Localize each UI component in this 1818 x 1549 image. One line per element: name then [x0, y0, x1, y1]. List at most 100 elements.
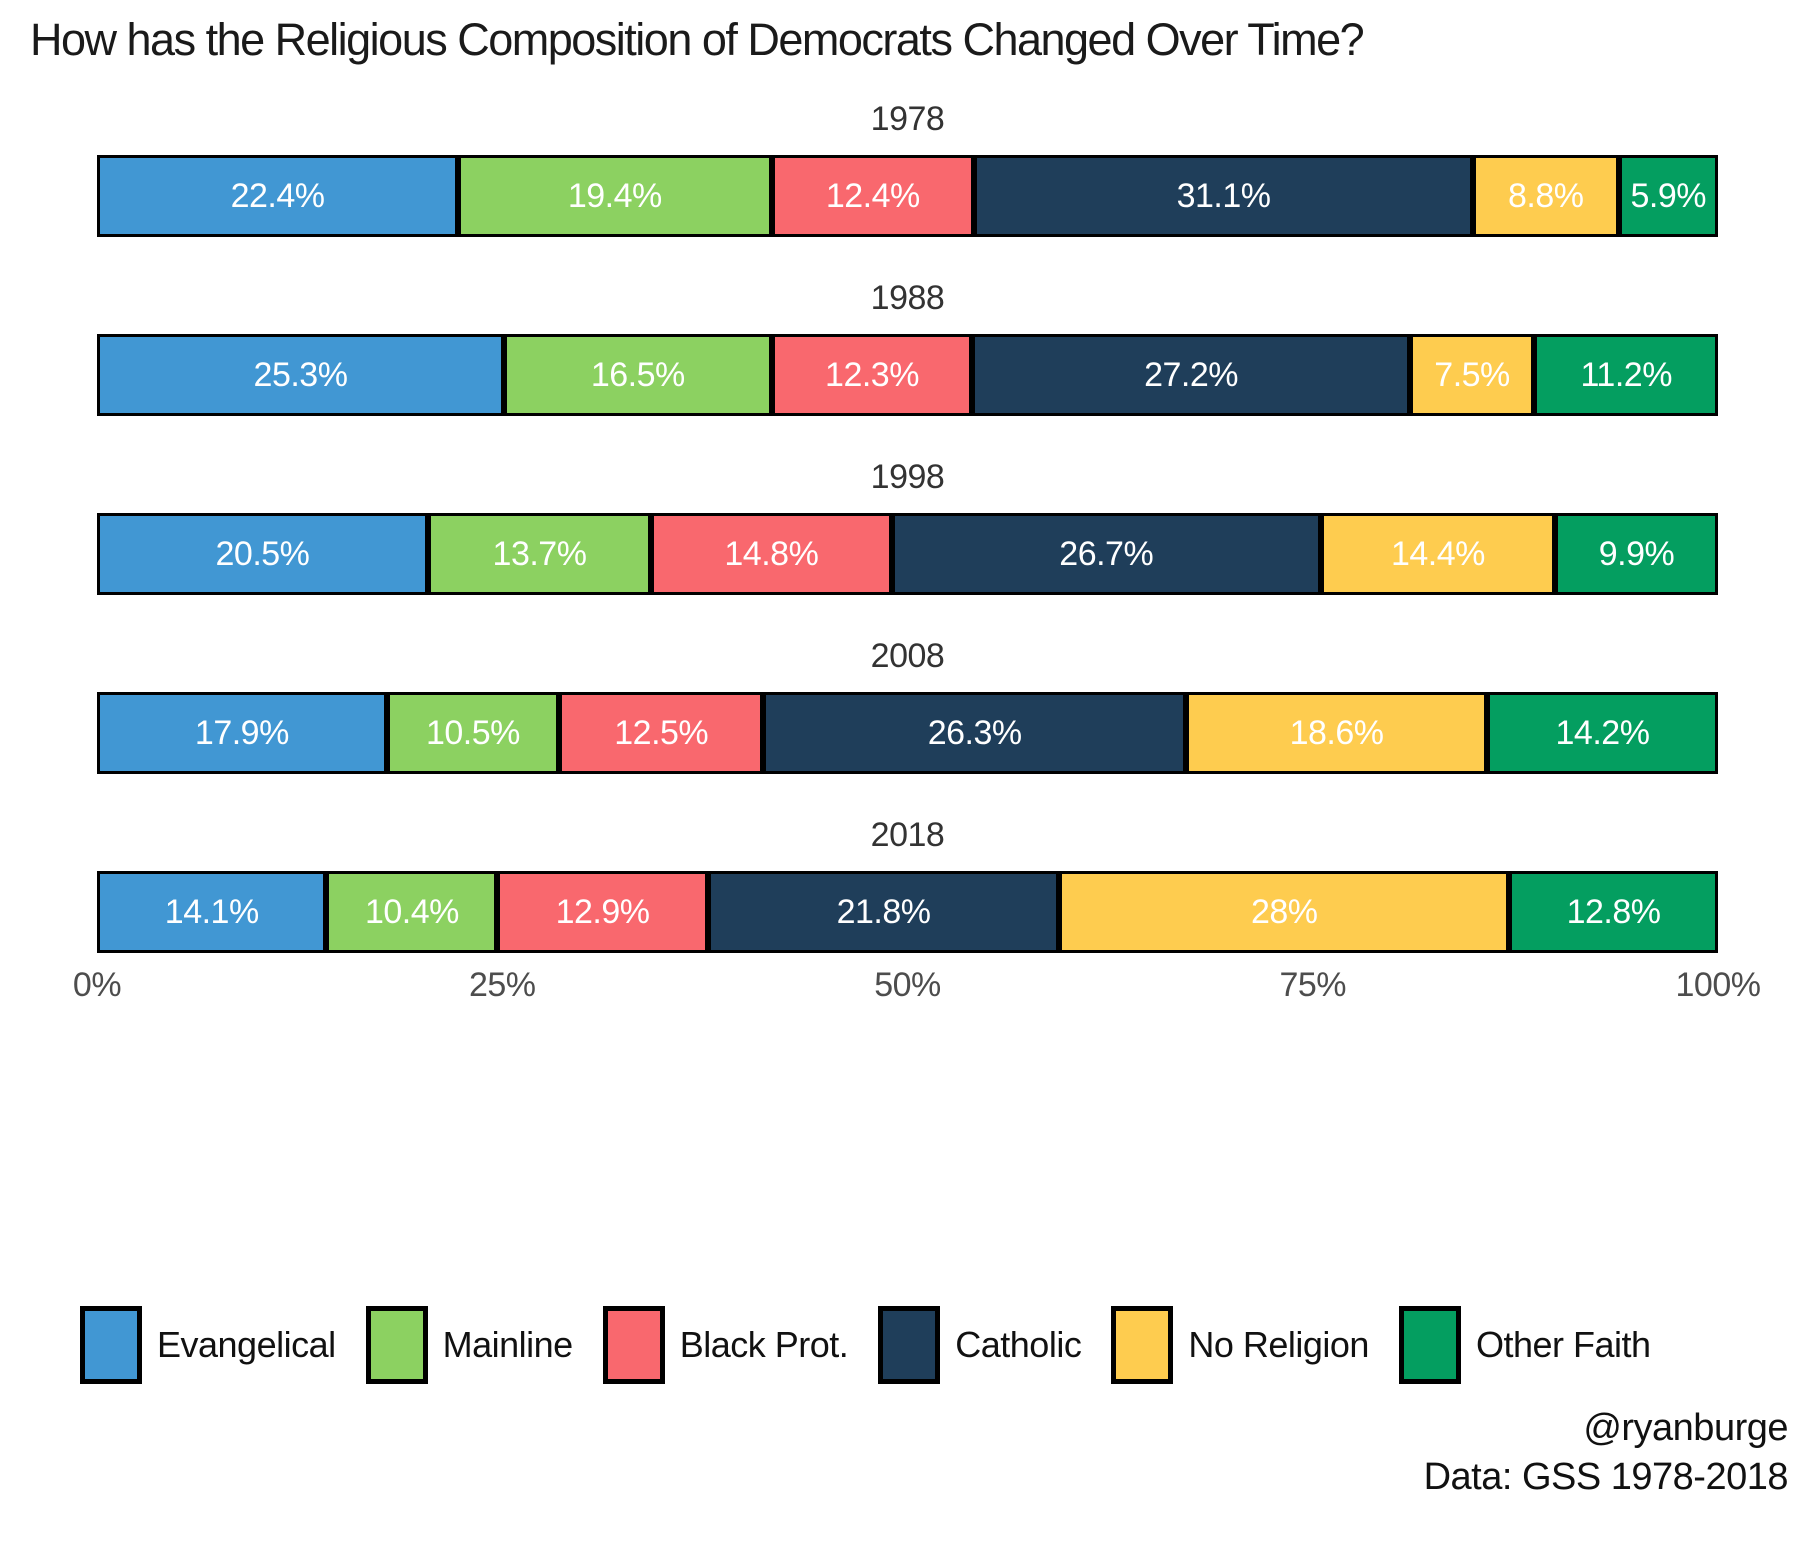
- attribution-source: Data: GSS 1978-2018: [1423, 1455, 1789, 1498]
- bar-segment: 13.7%: [430, 516, 655, 592]
- bar-segment-label: 8.8%: [1508, 176, 1584, 215]
- legend-label: Evangelical: [157, 1324, 336, 1365]
- bar-segment-label: 27.2%: [1144, 355, 1238, 394]
- legend-label: No Religion: [1188, 1324, 1369, 1365]
- bar-segment: 21.8%: [710, 874, 1063, 950]
- bar-segment-label: 19.4%: [567, 176, 662, 215]
- bar-segment: 28%: [1062, 874, 1513, 950]
- bar-segment: 9.9%: [1558, 516, 1715, 592]
- bar-group: 2018 14.1% 10.4% 12.9% 21.8% 28% 12.8%: [97, 816, 1718, 953]
- bar-segment-label: 10.5%: [425, 713, 520, 752]
- legend-swatch: [365, 1306, 428, 1384]
- legend-label: Other Faith: [1475, 1324, 1651, 1365]
- stacked-bar-chart: 1978 22.4% 19.4% 12.4% 31.1% 8.8% 5.9% 1988 25.3…: [97, 100, 1718, 995]
- legend-label: Black Prot.: [679, 1324, 849, 1365]
- bar-segment: 22.4%: [100, 158, 462, 234]
- bar-group: 2008 17.9% 10.5% 12.5% 26.3% 18.6% 14.2%: [97, 637, 1718, 774]
- bar-segment: 12.8%: [1512, 874, 1715, 950]
- year-label: 1988: [870, 279, 945, 317]
- bar-segment: 14.4%: [1323, 516, 1559, 592]
- legend-swatch: [602, 1306, 665, 1384]
- bar-segment-label: 17.9%: [194, 713, 289, 752]
- legend-item: Mainline: [365, 1306, 574, 1384]
- legend: Evangelical Mainline Black Prot. Catholic No…: [80, 1306, 1651, 1384]
- bar-segment-label: 22.4%: [230, 176, 325, 215]
- bar-segment-label: 21.8%: [836, 892, 931, 931]
- x-axis-tick-label: 50%: [874, 966, 941, 1004]
- bar-segment: 19.4%: [461, 158, 775, 234]
- bar-segment: 26.3%: [766, 695, 1190, 771]
- bar-segment: 12.5%: [562, 695, 767, 771]
- bar-segment: 5.9%: [1621, 158, 1716, 234]
- bar-segment-label: 20.5%: [215, 534, 310, 573]
- bar-segment-label: 14.4%: [1390, 534, 1485, 573]
- bar-segment: 17.9%: [100, 695, 390, 771]
- bar-segment-label: 12.4%: [825, 176, 920, 215]
- bar-segment: 14.8%: [654, 516, 895, 592]
- bar-segment: 12.9%: [500, 874, 711, 950]
- bar-segment: 8.8%: [1476, 158, 1622, 234]
- bar-segment-label: 31.1%: [1176, 176, 1271, 215]
- bar-group: 1988 25.3% 16.5% 12.3% 27.2% 7.5% 11.2%: [97, 279, 1718, 416]
- bar-segment-label: 25.3%: [253, 355, 348, 394]
- bar-segment: 10.5%: [389, 695, 563, 771]
- bar-segment: 10.4%: [329, 874, 501, 950]
- bar-segment-label: 10.4%: [364, 892, 459, 931]
- bar-segment: 20.5%: [100, 516, 431, 592]
- bar-segment: 12.3%: [774, 337, 976, 413]
- bar-row: 20.5% 13.7% 14.8% 26.7% 14.4% 9.9%: [97, 513, 1718, 595]
- bar-segment: 25.3%: [100, 337, 507, 413]
- legend-item: Evangelical: [80, 1306, 336, 1384]
- bar-segment-label: 12.8%: [1566, 892, 1661, 931]
- bar-row: 14.1% 10.4% 12.9% 21.8% 28% 12.8%: [97, 871, 1718, 953]
- bar-segment-label: 9.9%: [1598, 534, 1675, 573]
- legend-swatch: [878, 1306, 941, 1384]
- bar-segment-label: 28%: [1250, 892, 1318, 931]
- bar-segment-label: 13.7%: [492, 534, 587, 573]
- legend-item: No Religion: [1111, 1306, 1369, 1384]
- bar-segment-label: 26.7%: [1059, 534, 1154, 573]
- bar-segment: 26.7%: [894, 516, 1324, 592]
- bar-segment: 11.2%: [1537, 337, 1715, 413]
- bar-row: 22.4% 19.4% 12.4% 31.1% 8.8% 5.9%: [97, 155, 1718, 237]
- legend-label: Mainline: [442, 1324, 574, 1365]
- bar-row: 25.3% 16.5% 12.3% 27.2% 7.5% 11.2%: [97, 334, 1718, 416]
- year-label: 1978: [870, 100, 945, 138]
- bar-segment-label: 14.2%: [1555, 713, 1650, 752]
- bar-segment: 14.2%: [1489, 695, 1715, 771]
- bar-segment: 14.1%: [100, 874, 330, 950]
- bar-segment-label: 12.3%: [825, 355, 919, 394]
- bar-segment: 16.5%: [507, 337, 775, 413]
- x-axis-tick-label: 25%: [468, 966, 536, 1004]
- chart-title: How has the Religious Composition of Dem…: [30, 14, 1365, 65]
- bar-segment-label: 26.3%: [927, 713, 1022, 752]
- bar-segment: 7.5%: [1412, 337, 1538, 413]
- x-axis: 0% 25% 50% 75% 100%: [73, 966, 1761, 1012]
- bar-segment-label: 5.9%: [1630, 176, 1707, 215]
- year-label: 1998: [870, 458, 945, 496]
- year-label: 2008: [870, 637, 945, 675]
- bar-segment-label: 16.5%: [590, 355, 685, 394]
- bar-segment-label: 12.5%: [614, 713, 709, 752]
- bar-segment: 31.1%: [977, 158, 1477, 234]
- legend-item: Black Prot.: [602, 1306, 849, 1384]
- legend-item: Other Faith: [1398, 1306, 1651, 1384]
- legend-swatch: [1398, 1306, 1461, 1384]
- bar-segment-label: 7.5%: [1434, 355, 1510, 394]
- bar-row: 17.9% 10.5% 12.5% 26.3% 18.6% 14.2%: [97, 692, 1718, 774]
- x-axis-tick-label: 100%: [1675, 966, 1761, 1004]
- x-axis-tick-label: 0%: [72, 966, 122, 1004]
- legend-item: Catholic: [878, 1306, 1082, 1384]
- legend-swatch: [1111, 1306, 1174, 1384]
- bar-segment-label: 18.6%: [1289, 713, 1384, 752]
- legend-swatch: [80, 1306, 142, 1384]
- x-axis-tick-label: 75%: [1279, 966, 1347, 1004]
- attribution-handle: @ryanburge: [1583, 1407, 1788, 1449]
- bar-segment-label: 14.1%: [164, 892, 259, 931]
- year-label: 2018: [870, 816, 945, 854]
- bar-segment-label: 12.9%: [555, 892, 650, 931]
- legend-label: Catholic: [955, 1324, 1082, 1365]
- bar-segment: 27.2%: [975, 337, 1413, 413]
- bar-segment-label: 14.8%: [724, 534, 819, 573]
- bar-segment-label: 11.2%: [1580, 355, 1673, 394]
